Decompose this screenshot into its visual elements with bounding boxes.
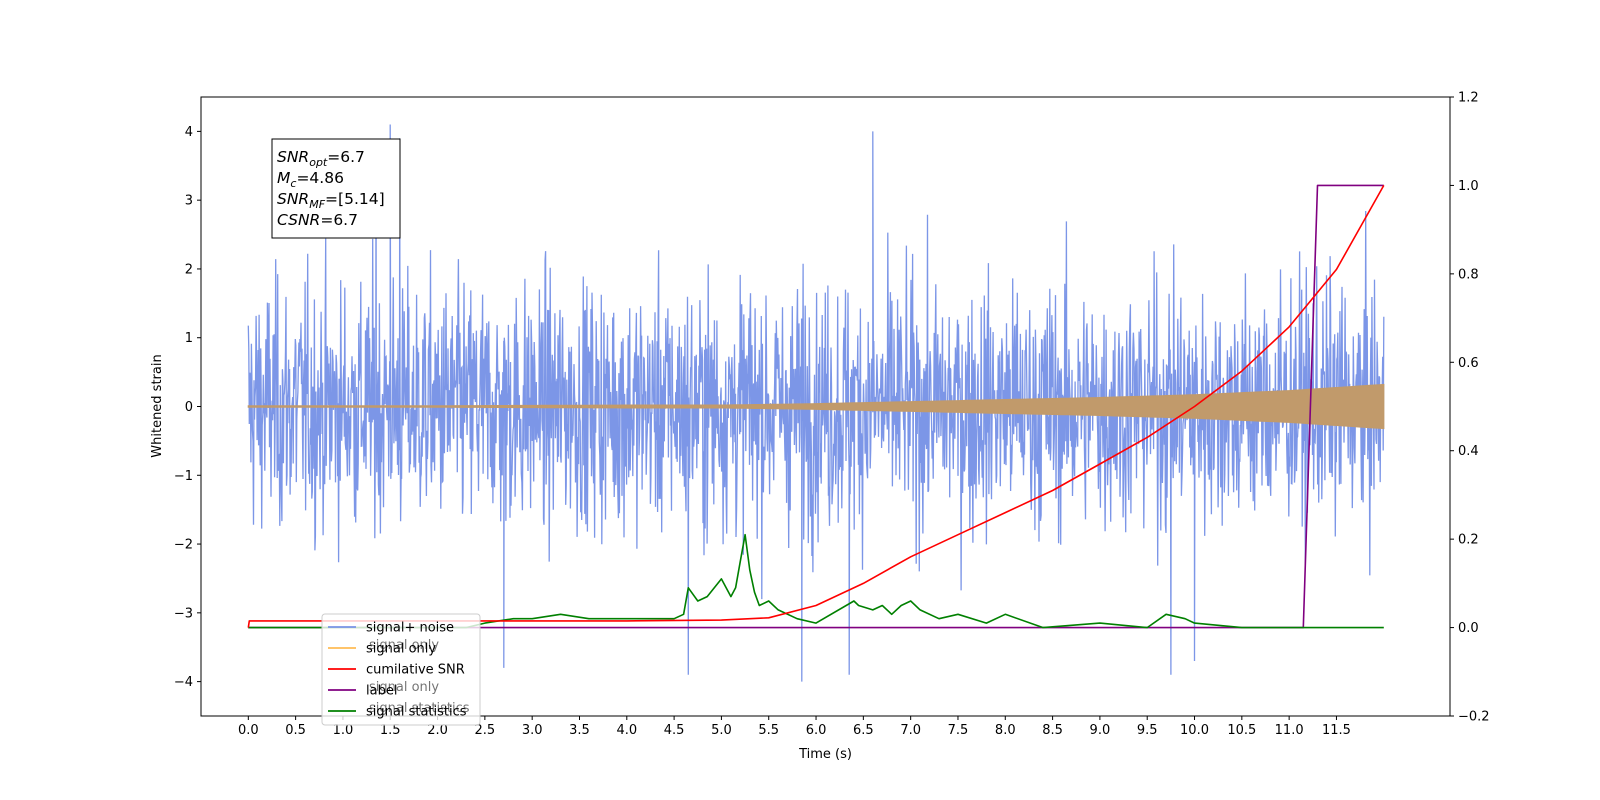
y-tick-label: 0 (185, 400, 193, 415)
annotation-subscript: c (290, 177, 296, 190)
annotation-value: =4.86 (296, 169, 344, 187)
legend-hidden-label: signal only (369, 680, 439, 695)
y-tick-label: −4 (174, 675, 193, 690)
series-signal-only (247, 383, 1385, 430)
legend-hidden-label: signal statistics (369, 701, 470, 716)
x-tick-label: 1.0 (333, 723, 354, 738)
annotation-symbol: SNR (277, 190, 309, 208)
x-tick-label: 9.0 (1090, 723, 1111, 738)
y-tick-label: 3 (185, 194, 193, 209)
annotation-line: Mc=4.86 (277, 169, 344, 190)
x-tick-label: 10.5 (1227, 723, 1256, 738)
x-tick-label: 3.5 (569, 723, 590, 738)
annotation-subscript: opt (309, 156, 328, 169)
annotation-line: SNRMF=[5.14] (277, 190, 385, 211)
x-tick-label: 9.5 (1137, 723, 1158, 738)
x-tick-label: 3.0 (522, 723, 543, 738)
y-tick-label: 2 (185, 262, 193, 277)
x-tick-label: 10.0 (1180, 723, 1209, 738)
y-axis-label: Whitened strain (150, 354, 165, 457)
x-tick-label: 5.5 (758, 723, 779, 738)
annotation-value: =6.7 (327, 148, 365, 166)
y2-tick-label: 0.8 (1458, 267, 1479, 282)
legend-hidden-label: signal only (369, 638, 439, 653)
plot-area (247, 124, 1385, 682)
y2-tick-label: 1.0 (1458, 179, 1479, 194)
legend-entry: signal statistics (366, 705, 467, 720)
y-tick-label: −2 (174, 538, 193, 553)
series-signal-noise (247, 124, 1385, 682)
y2-tick-label: 0.4 (1458, 444, 1479, 459)
annotation-symbol: CSNR (277, 211, 320, 229)
x-tick-label: 5.0 (711, 723, 732, 738)
annotation-line: CSNR=6.7 (277, 211, 358, 229)
annotation-symbol: M (277, 169, 290, 187)
legend-entry: signal only (366, 642, 436, 657)
x-tick-label: 2.5 (475, 723, 496, 738)
y-tick-label: 1 (185, 331, 193, 346)
x-tick-label: 6.5 (853, 723, 874, 738)
y2-tick-label: −0.2 (1458, 710, 1490, 725)
x-tick-label: 2.0 (427, 723, 448, 738)
annotation-value: =6.7 (320, 211, 358, 229)
x-tick-label: 11.0 (1275, 723, 1304, 738)
x-tick-label: 0.5 (285, 723, 306, 738)
y2-tick-label: 0.6 (1458, 356, 1479, 371)
annotation-symbol: SNR (277, 148, 309, 166)
annotation-value: =[5.14] (325, 190, 385, 208)
legend-entry: label (366, 684, 397, 699)
x-axis-label: Time (s) (798, 747, 852, 762)
annotation-frame (271, 138, 401, 239)
x-tick-label: 8.0 (995, 723, 1016, 738)
legend-frame (321, 613, 481, 726)
x-tick-label: 0.0 (238, 723, 259, 738)
series-cumulative-snr (247, 185, 1385, 628)
x-tick-label: 7.0 (900, 723, 921, 738)
y2-tick-label: 0.2 (1458, 533, 1479, 548)
annotation-subscript: MF (309, 198, 325, 211)
y-tick-label: −1 (174, 469, 193, 484)
x-tick-label: 6.0 (806, 723, 827, 738)
y-tick-label: −3 (174, 606, 193, 621)
axes-ticks: 0.0 0.5 1.0 1.5 2.0 2.5 3.0 3.5 4.0 4.5 5.0 5.5 6.0 6… (174, 91, 1490, 739)
annotation-line: SNRopt=6.7 (277, 148, 365, 169)
series-label (248, 184, 1384, 629)
x-tick-label: 11.5 (1322, 723, 1351, 738)
y2-tick-label: 1.2 (1458, 91, 1479, 106)
y-tick-label: 4 (185, 125, 193, 140)
x-tick-label: 8.5 (1042, 723, 1063, 738)
x-tick-label: 4.5 (664, 723, 685, 738)
x-tick-label: 4.0 (616, 723, 637, 738)
series-signal-statistics (248, 533, 1384, 629)
legend-entry: cumilative SNR (366, 663, 465, 678)
x-tick-label: 1.5 (380, 723, 401, 738)
y2-tick-label: 0.0 (1458, 621, 1479, 636)
x-tick-label: 7.5 (948, 723, 969, 738)
legend-entry: signal+ noise (366, 621, 454, 636)
